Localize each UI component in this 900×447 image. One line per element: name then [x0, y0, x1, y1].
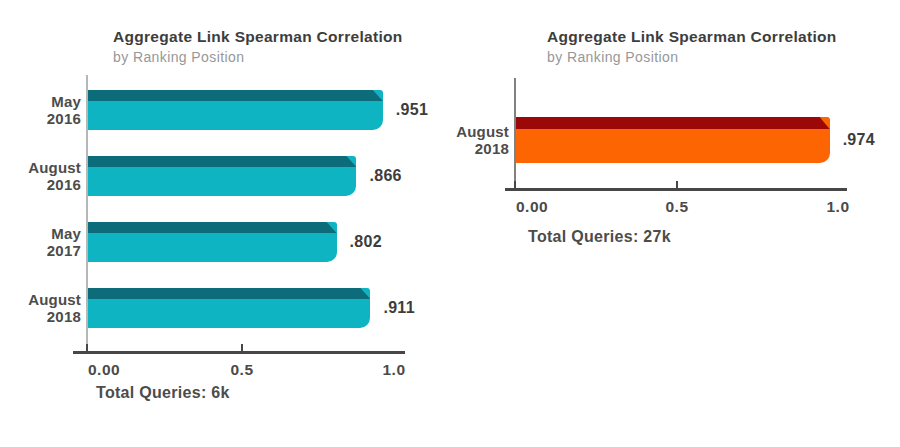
bar-top-stripe: [88, 90, 383, 101]
x-tick-label-1: 0.5: [230, 361, 253, 379]
value-label: .911: [383, 299, 414, 317]
bar: [88, 156, 356, 196]
value-label: .866: [369, 167, 401, 185]
chart-title: Aggregate Link Spearman Correlation: [113, 28, 403, 46]
category-label-line: 2016: [0, 176, 81, 193]
x-axis-tick-mid: [241, 344, 243, 351]
category-label: August2018: [450, 123, 515, 158]
category-label-line: 2017: [0, 242, 81, 259]
category-label: August2016: [0, 159, 87, 194]
category-label-line: May: [0, 225, 81, 242]
total-queries-label: Total Queries: 27k: [528, 228, 671, 246]
bar-rows: August2018.974: [450, 117, 900, 163]
category-label: August2018: [0, 291, 87, 326]
bar: [88, 288, 370, 328]
bar-top-stripe: [88, 156, 356, 167]
bar-rows: May2016.951August2016.866May2017.802Augu…: [0, 77, 450, 341]
y-axis-line: [514, 78, 516, 189]
bar-track: .974: [515, 117, 837, 163]
bar-track: .802: [87, 222, 397, 262]
category-label-line: 2018: [450, 140, 509, 157]
x-tick-label-1: 0.5: [665, 198, 688, 216]
bar-row: May2016.951: [0, 77, 450, 143]
category-label-line: 2016: [0, 110, 81, 127]
x-axis-tick-mid: [676, 181, 678, 188]
bar-row: August2018.911: [0, 275, 450, 341]
category-label-line: August: [450, 123, 509, 140]
bar-row: May2017 .802: [0, 209, 450, 275]
chart-header: Aggregate Link Spearman Correlation by R…: [547, 28, 837, 65]
x-tick-label-2: 1.0: [382, 361, 405, 379]
x-axis-tick-zero: [86, 344, 88, 351]
bar-top-stripe: [88, 288, 370, 299]
bar-track: .866: [87, 156, 397, 196]
x-tick-label-2: 1.0: [826, 198, 849, 216]
chart-header: Aggregate Link Spearman Correlation by R…: [113, 28, 403, 65]
bar-track: .951: [87, 90, 397, 130]
x-tick-label-0: 0.00: [88, 361, 120, 379]
total-queries-label: Total Queries: 6k: [96, 384, 230, 402]
x-tick-label-0: 0.00: [516, 198, 548, 216]
x-axis-line: [73, 351, 405, 354]
dual-bar-chart-figure: Aggregate Link Spearman Correlation by R…: [0, 0, 900, 447]
value-label: .974: [843, 131, 875, 149]
category-label: May2016: [0, 93, 87, 128]
chart-title: Aggregate Link Spearman Correlation: [547, 28, 837, 46]
bar: [88, 90, 383, 130]
bar-row: August2018.974: [450, 117, 900, 163]
category-label-line: 2018: [0, 308, 81, 325]
bar-row: August2016.866: [0, 143, 450, 209]
x-axis-line: [505, 188, 847, 191]
bar: [88, 222, 337, 262]
bar: [516, 117, 830, 163]
value-label: .951: [396, 101, 428, 119]
y-axis-line: [86, 75, 88, 353]
chart-left-spearman-correlation: Aggregate Link Spearman Correlation by R…: [0, 0, 450, 447]
chart-subtitle: by Ranking Position: [113, 49, 403, 65]
category-label-line: May: [0, 93, 81, 110]
chart-right-spearman-correlation: Aggregate Link Spearman Correlation by R…: [450, 0, 900, 447]
chart-subtitle: by Ranking Position: [547, 49, 837, 65]
category-label-line: August: [0, 291, 81, 308]
category-label-line: August: [0, 159, 81, 176]
value-label: .802: [350, 233, 382, 251]
x-axis-tick-zero: [514, 181, 516, 188]
bar-track: .911: [87, 288, 397, 328]
bar-top-stripe: [88, 222, 337, 233]
category-label: May2017: [0, 225, 87, 260]
bar-top-stripe: [516, 117, 830, 129]
